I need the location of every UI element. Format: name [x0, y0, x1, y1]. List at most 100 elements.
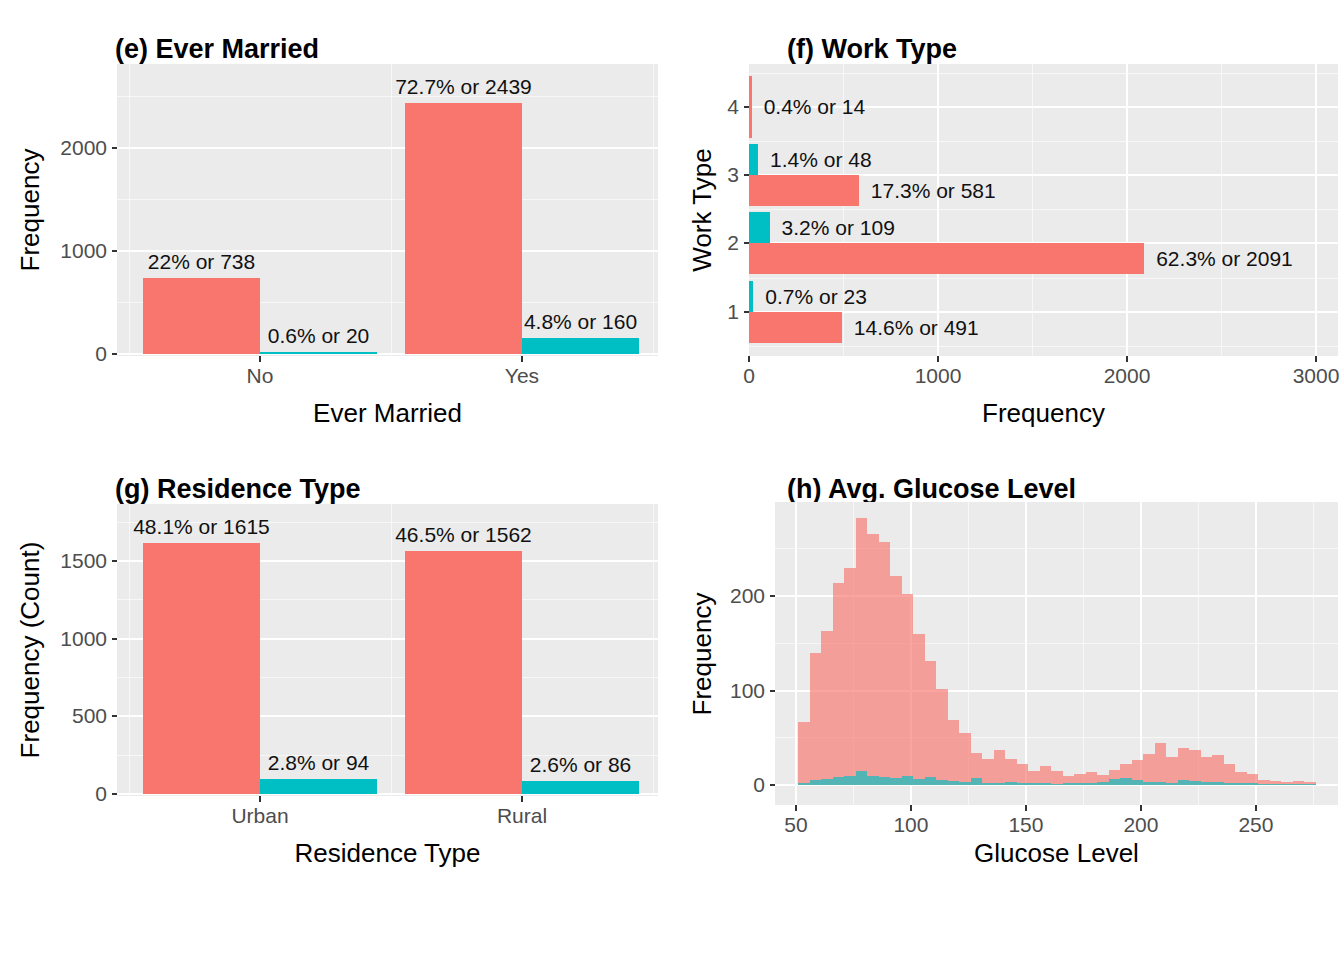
hist-bin-stroke-yes	[1293, 784, 1305, 785]
bar-value-label: 48.1% or 1615	[92, 515, 312, 539]
gridline	[937, 64, 939, 356]
hist-bin-stroke-yes	[879, 777, 891, 785]
x-tick-mark	[521, 356, 523, 362]
x-axis-title: Ever Married	[313, 398, 462, 429]
hist-bin-stroke-yes	[994, 783, 1006, 785]
hist-bin-stroke-yes	[1074, 783, 1086, 785]
y-tick-label: 3	[661, 163, 739, 187]
bar-yes-stroke-yes	[522, 338, 639, 354]
hist-bin-stroke-no	[982, 759, 994, 785]
hist-bin-stroke-no	[1143, 754, 1155, 785]
y-tick-label: 2000	[29, 136, 107, 160]
y-tick-mark	[112, 147, 117, 149]
y-tick-mark	[112, 715, 117, 717]
gridline	[1313, 502, 1314, 805]
bar-value-label: 62.3% or 2091	[1156, 247, 1293, 271]
hist-bin-stroke-yes	[844, 776, 856, 785]
hist-bin-stroke-yes	[1143, 782, 1155, 785]
bar-value-label: 14.6% or 491	[854, 316, 979, 340]
hist-bin-stroke-no	[798, 722, 810, 785]
hist-bin-stroke-yes	[833, 777, 845, 785]
hist-bin-stroke-yes	[1201, 782, 1213, 785]
y-tick-mark	[770, 784, 775, 786]
hist-bin-stroke-yes	[1281, 784, 1293, 785]
y-tick-label: 200	[687, 584, 765, 608]
hist-bin-stroke-yes	[1189, 781, 1201, 785]
x-tick-label: 2000	[1067, 364, 1187, 388]
bar-value-label: 3.2% or 109	[782, 216, 895, 240]
hist-bin-stroke-yes	[821, 779, 833, 785]
x-tick-mark	[1140, 805, 1142, 811]
hist-bin-stroke-yes	[1051, 784, 1063, 785]
bar-no-stroke-yes	[260, 352, 377, 354]
gridline	[749, 278, 1338, 279]
hist-bin-stroke-yes	[1224, 783, 1236, 785]
hist-bin-stroke-yes	[1086, 783, 1098, 785]
gridline	[129, 64, 130, 356]
hist-bin-stroke-yes	[890, 778, 902, 785]
figure: (e) Ever Married Frequency Ever Married …	[0, 0, 1344, 960]
bar-value-label: 46.5% or 1562	[354, 523, 574, 547]
y-tick-label: 1500	[29, 549, 107, 573]
bar-value-label: 2.6% or 86	[471, 753, 691, 777]
y-tick-label: 0	[687, 773, 765, 797]
bar-value-label: 22% or 738	[92, 250, 312, 274]
hist-bin-stroke-yes	[971, 778, 983, 785]
hist-bin-stroke-no	[1051, 771, 1063, 785]
gridline	[129, 504, 130, 796]
hist-bin-stroke-no	[948, 720, 960, 785]
gridline	[1255, 502, 1257, 805]
hist-bin-stroke-no	[994, 750, 1006, 785]
bar-urban-stroke-yes	[260, 779, 377, 794]
bar-worktype-4-stroke-no	[749, 76, 752, 138]
panel-residence-type: (g) Residence Type Frequency (Count) Res…	[0, 440, 672, 880]
hist-bin-stroke-yes	[948, 781, 960, 785]
hist-bin-stroke-no	[844, 568, 856, 785]
bar-worktype-2-stroke-yes	[749, 212, 770, 243]
bar-worktype-3-stroke-yes	[749, 144, 758, 175]
gridline	[1025, 502, 1027, 805]
panel-title: (h) Avg. Glucose Level	[787, 474, 1076, 505]
x-tick-mark	[259, 356, 261, 362]
gridline	[749, 73, 1338, 74]
hist-bin-stroke-yes	[798, 783, 810, 785]
bar-value-label: 4.8% or 160	[471, 310, 691, 334]
hist-bin-stroke-no	[1212, 755, 1224, 785]
y-tick-mark	[112, 638, 117, 640]
x-axis-title: Glucose Level	[974, 838, 1139, 869]
hist-bin-stroke-no	[913, 634, 925, 785]
y-tick-label: 100	[687, 679, 765, 703]
bar-value-label: 0.7% or 23	[765, 285, 867, 309]
hist-bin-stroke-no	[856, 518, 868, 785]
bar-value-label: 1.4% or 48	[770, 148, 872, 172]
hist-bin-stroke-no	[902, 594, 914, 785]
bar-worktype-1-stroke-yes	[749, 281, 753, 312]
hist-bin-stroke-yes	[1212, 782, 1224, 785]
gridline	[117, 147, 658, 149]
x-tick-label: Urban	[200, 804, 320, 828]
hist-bin-stroke-yes	[856, 771, 868, 785]
hist-bin-stroke-yes	[1166, 783, 1178, 785]
hist-bin-stroke-yes	[936, 780, 948, 785]
x-tick-mark	[259, 796, 261, 802]
y-tick-label: 1000	[29, 627, 107, 651]
hist-bin-stroke-no	[925, 661, 937, 785]
gridline	[1126, 64, 1128, 356]
hist-bin-stroke-yes	[1270, 784, 1282, 785]
hist-bin-stroke-no	[1005, 759, 1017, 785]
panel-work-type: (f) Work Type Work Type Frequency 010002…	[672, 0, 1344, 440]
bar-value-label: 2.8% or 94	[209, 751, 429, 775]
y-tick-label: 500	[29, 704, 107, 728]
x-axis-title: Frequency	[982, 398, 1105, 429]
y-tick-label: 4	[661, 95, 739, 119]
hist-bin-stroke-yes	[1017, 783, 1029, 785]
gridline	[1083, 502, 1084, 805]
hist-bin-stroke-yes	[1258, 784, 1270, 785]
hist-bin-stroke-yes	[925, 777, 937, 785]
hist-bin-stroke-yes	[982, 783, 994, 785]
y-tick-label: 1	[661, 300, 739, 324]
hist-bin-stroke-no	[821, 631, 833, 785]
hist-bin-stroke-no	[1017, 764, 1029, 785]
panel-avg-glucose-level: (h) Avg. Glucose Level Frequency Glucose…	[672, 440, 1344, 880]
gridline	[1315, 64, 1317, 356]
